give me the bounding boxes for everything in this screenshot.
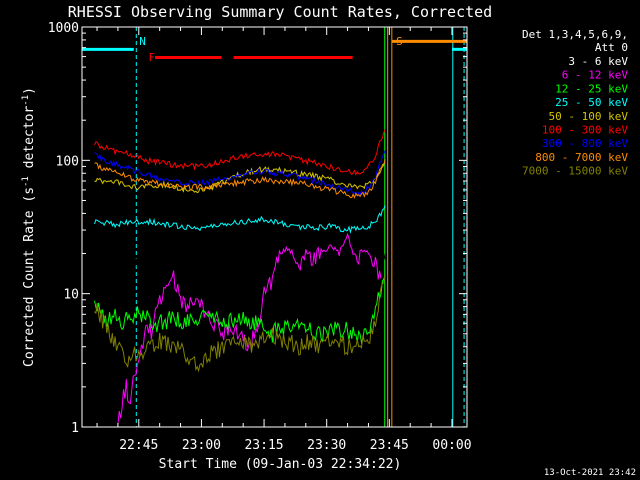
x-tick-label: 23:45	[370, 438, 409, 453]
series-line-7	[94, 150, 386, 198]
series-line-8	[94, 159, 386, 200]
legend-entry-8: 800 - 7000 keV	[535, 151, 628, 164]
x-tick-label: 23:30	[307, 438, 346, 453]
plot-area: NF S	[82, 27, 467, 427]
x-tick-label: 22:45	[119, 438, 158, 453]
series-line-4	[94, 205, 386, 235]
legend-header-detectors: Det 1,3,4,5,6,9,	[522, 28, 628, 41]
x-tick-label: 23:00	[182, 438, 221, 453]
chart-title: RHESSI Observing Summary Count Rates, Co…	[68, 3, 492, 21]
x-tick-label: 23:15	[244, 438, 283, 453]
series-line-5	[94, 162, 386, 194]
flag-label-s: S	[396, 35, 403, 48]
plot-frame	[81, 26, 468, 428]
y-axis-label: Corrected Count Rate (s-1 detector-1)	[21, 87, 37, 367]
legend-header-attenuator: Att 0	[595, 41, 628, 54]
timestamp: 13-Oct-2021 23:42	[544, 468, 636, 478]
series-line-3	[94, 274, 386, 345]
x-tick-label: 00:00	[432, 438, 471, 453]
x-axis: 22:45 23:00 23:15 23:30 23:45 00:00	[96, 27, 472, 453]
legend-entry-1: 3 - 6 keV	[568, 55, 628, 68]
y-tick-label: 1000	[48, 21, 79, 36]
legend-entry-3: 12 - 25 keV	[555, 82, 628, 95]
x-axis-label: Start Time (09-Jan-03 22:34:22)	[159, 457, 402, 472]
series-line-2	[117, 232, 382, 425]
y-axis: 1 10 100 1000	[48, 21, 467, 436]
legend-entry-6: 100 - 300 keV	[542, 124, 628, 137]
legend-entry-7: 300 - 800 keV	[542, 137, 628, 150]
flag-label-n: N	[139, 35, 146, 48]
series-line-6	[94, 129, 386, 176]
series-line-9	[94, 274, 386, 373]
y-tick-label: 1	[71, 421, 79, 436]
y-tick-label: 100	[56, 154, 79, 169]
flag-label-f: F	[148, 51, 155, 64]
y-tick-label: 10	[63, 288, 79, 303]
legend-entry-5: 50 - 100 keV	[549, 110, 629, 123]
legend-entry-4: 25 - 50 keV	[555, 96, 628, 109]
legend-entry-2: 6 - 12 keV	[562, 69, 629, 82]
legend-entry-9: 7000 - 15000 keV	[522, 165, 628, 178]
